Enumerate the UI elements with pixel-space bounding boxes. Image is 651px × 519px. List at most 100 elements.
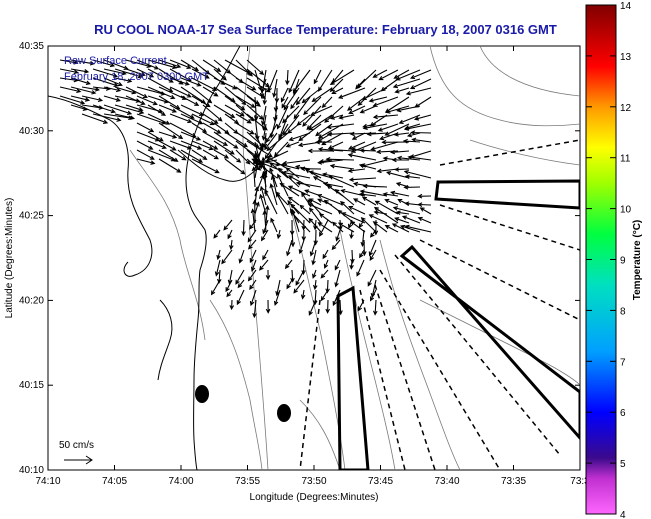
current-vector xyxy=(147,68,174,83)
current-vector xyxy=(136,122,155,133)
current-vector xyxy=(254,144,264,170)
current-vector xyxy=(158,140,177,151)
current-vector xyxy=(169,113,193,124)
current-vector xyxy=(180,140,203,150)
current-vector xyxy=(158,149,179,162)
current-vector xyxy=(70,68,90,74)
current-vector xyxy=(147,113,171,125)
current-vector xyxy=(329,69,355,85)
current-vector xyxy=(349,229,354,240)
current-vector xyxy=(202,149,219,160)
sector-east xyxy=(399,244,580,441)
current-vector xyxy=(304,169,322,179)
current-vector xyxy=(393,69,410,79)
current-vector xyxy=(169,86,192,98)
current-vector xyxy=(361,196,377,206)
current-vector xyxy=(392,78,421,89)
current-vector xyxy=(235,113,252,124)
current-vector xyxy=(92,104,116,114)
current-vector xyxy=(338,114,355,120)
sector-north xyxy=(434,179,580,210)
current-vector xyxy=(262,249,269,261)
current-vector xyxy=(191,149,208,160)
current-vector xyxy=(300,289,306,300)
current-vector xyxy=(285,69,290,86)
current-vector xyxy=(158,59,182,69)
y-axis-label: Latitude (Degrees:Minutes) xyxy=(4,198,15,319)
current-vector xyxy=(329,163,355,170)
current-vector xyxy=(202,122,222,134)
legend-line-1: Raw Surface Current xyxy=(64,55,167,67)
current-vector xyxy=(379,132,399,141)
current-vector xyxy=(238,249,245,264)
current-vector xyxy=(213,68,227,81)
current-vector xyxy=(282,114,300,136)
x-tick-label: 73:50 xyxy=(301,476,326,487)
current-vector xyxy=(224,113,240,125)
current-vector xyxy=(125,104,144,112)
current-vector xyxy=(221,249,233,265)
current-vector xyxy=(317,222,333,233)
current-vector xyxy=(262,219,269,235)
current-vector xyxy=(331,221,344,233)
current-vector xyxy=(103,77,123,87)
current-vector xyxy=(369,229,377,238)
colorbar-label: Temperature (°C) xyxy=(632,220,643,301)
current-vector xyxy=(312,269,317,279)
current-vector xyxy=(384,198,399,206)
current-vector xyxy=(265,204,270,224)
current-vector xyxy=(272,78,278,99)
current-vector xyxy=(81,86,100,92)
current-vector xyxy=(403,185,421,190)
current-vector xyxy=(251,166,257,188)
current-vector xyxy=(265,269,271,281)
current-vector xyxy=(191,77,218,91)
current-vector xyxy=(136,95,158,106)
current-vector xyxy=(214,259,221,277)
current-vector xyxy=(180,104,205,116)
current-vector xyxy=(210,279,221,296)
current-vector xyxy=(103,68,127,76)
current-vector xyxy=(273,289,281,306)
current-vector xyxy=(347,168,366,174)
current-vector xyxy=(284,259,293,270)
current-vector xyxy=(362,239,367,257)
current-vector xyxy=(262,87,268,106)
current-vector xyxy=(295,269,305,286)
legend-line-2: February 18, 2007 0300 GMT xyxy=(64,71,209,83)
current-vector xyxy=(270,217,278,233)
current-vector xyxy=(299,204,311,215)
current-vector xyxy=(409,78,432,90)
current-vector xyxy=(417,202,432,207)
current-vector xyxy=(169,77,190,86)
colorbar-tick-label: 12 xyxy=(620,103,632,114)
current-vector xyxy=(281,96,289,109)
current-vector xyxy=(369,249,377,261)
current-vector xyxy=(393,132,410,137)
sector-dashed-lines xyxy=(299,139,580,470)
current-vector xyxy=(417,216,432,224)
current-vector xyxy=(249,219,257,230)
current-vector xyxy=(248,239,257,250)
current-vector xyxy=(280,87,289,103)
current-vector xyxy=(224,95,246,111)
current-vector xyxy=(213,149,230,159)
current-vector xyxy=(347,152,377,161)
current-vector xyxy=(298,239,305,255)
current-vector xyxy=(287,185,311,197)
current-vector xyxy=(349,131,377,137)
x-tick-label: 74:10 xyxy=(35,476,60,487)
current-vector xyxy=(223,219,233,231)
y-tick-label: 40:25 xyxy=(19,211,44,222)
current-vector xyxy=(246,59,265,76)
current-vector xyxy=(264,188,278,215)
current-vector xyxy=(252,299,257,319)
current-vector xyxy=(308,299,317,316)
current-vector xyxy=(70,95,91,102)
current-vector xyxy=(59,95,86,105)
current-vector xyxy=(180,149,204,163)
current-vector xyxy=(303,96,322,116)
current-vector xyxy=(403,123,432,131)
current-vector xyxy=(401,215,421,224)
